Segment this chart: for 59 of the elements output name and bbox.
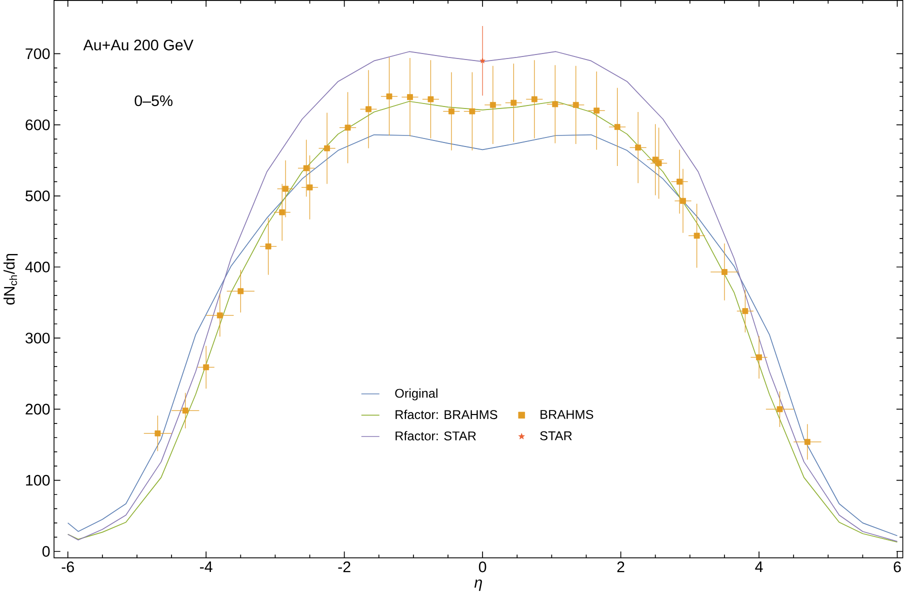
point: [756, 354, 762, 360]
point: [804, 438, 810, 445]
point: [238, 288, 244, 294]
point: [552, 101, 558, 107]
y-tick-label: 400: [25, 261, 50, 272]
y-tick-label: 600: [26, 119, 50, 130]
point: [635, 144, 642, 150]
point: [203, 364, 210, 370]
point: [324, 145, 330, 152]
point: [407, 94, 413, 100]
x-tick-label: 0: [478, 561, 486, 572]
y-tick-label: 500: [26, 190, 50, 202]
point: [480, 58, 486, 64]
x-tick-label: 4: [755, 561, 763, 572]
point: [366, 106, 372, 112]
point: [428, 96, 434, 102]
x-axis-title: η: [474, 579, 482, 591]
y-tick-label: 200: [26, 404, 50, 414]
x-tick-label: -4: [200, 561, 212, 572]
legend-label: Rfactor: STAR: [396, 430, 476, 440]
x-tick-label: -6: [62, 561, 74, 572]
point: [776, 406, 783, 412]
point: [680, 198, 686, 204]
y-tick-label: 300: [26, 332, 50, 344]
point: [386, 93, 392, 100]
point: [303, 165, 310, 171]
point: [448, 108, 454, 114]
point: [469, 108, 476, 114]
point: [182, 407, 188, 414]
legend-label: Rfactor: BRAHMS: [396, 410, 498, 419]
legend-label: BRAHMS: [540, 410, 594, 419]
point: [154, 430, 161, 436]
point: [722, 268, 728, 275]
point: [265, 243, 272, 250]
y-tick-label: 0: [42, 546, 50, 557]
point: [614, 124, 620, 130]
point: [490, 102, 496, 108]
x-tick-label: 6: [894, 561, 901, 572]
y-axis-title: dN$_{ch}$/dη: [4, 254, 18, 304]
point: [216, 312, 223, 318]
point: [282, 186, 289, 192]
point: [531, 96, 538, 102]
y-tick-label: 700: [26, 48, 50, 59]
y-tick-label: 100: [26, 474, 50, 486]
point: [344, 124, 351, 130]
point: [742, 308, 748, 314]
x-tick-label: 2: [617, 561, 624, 572]
point: [694, 232, 700, 239]
annotation: Au+Au 200 GeV: [83, 39, 194, 50]
legend-label: STAR: [540, 431, 572, 440]
point: [279, 209, 286, 216]
legend-label: Original: [395, 388, 438, 400]
x-tick-label: -2: [338, 561, 350, 572]
point: [572, 102, 579, 108]
point: [510, 100, 517, 106]
point: [594, 107, 600, 114]
point: [306, 184, 313, 190]
point: [676, 178, 682, 184]
annotation: 0–5%: [134, 95, 172, 106]
